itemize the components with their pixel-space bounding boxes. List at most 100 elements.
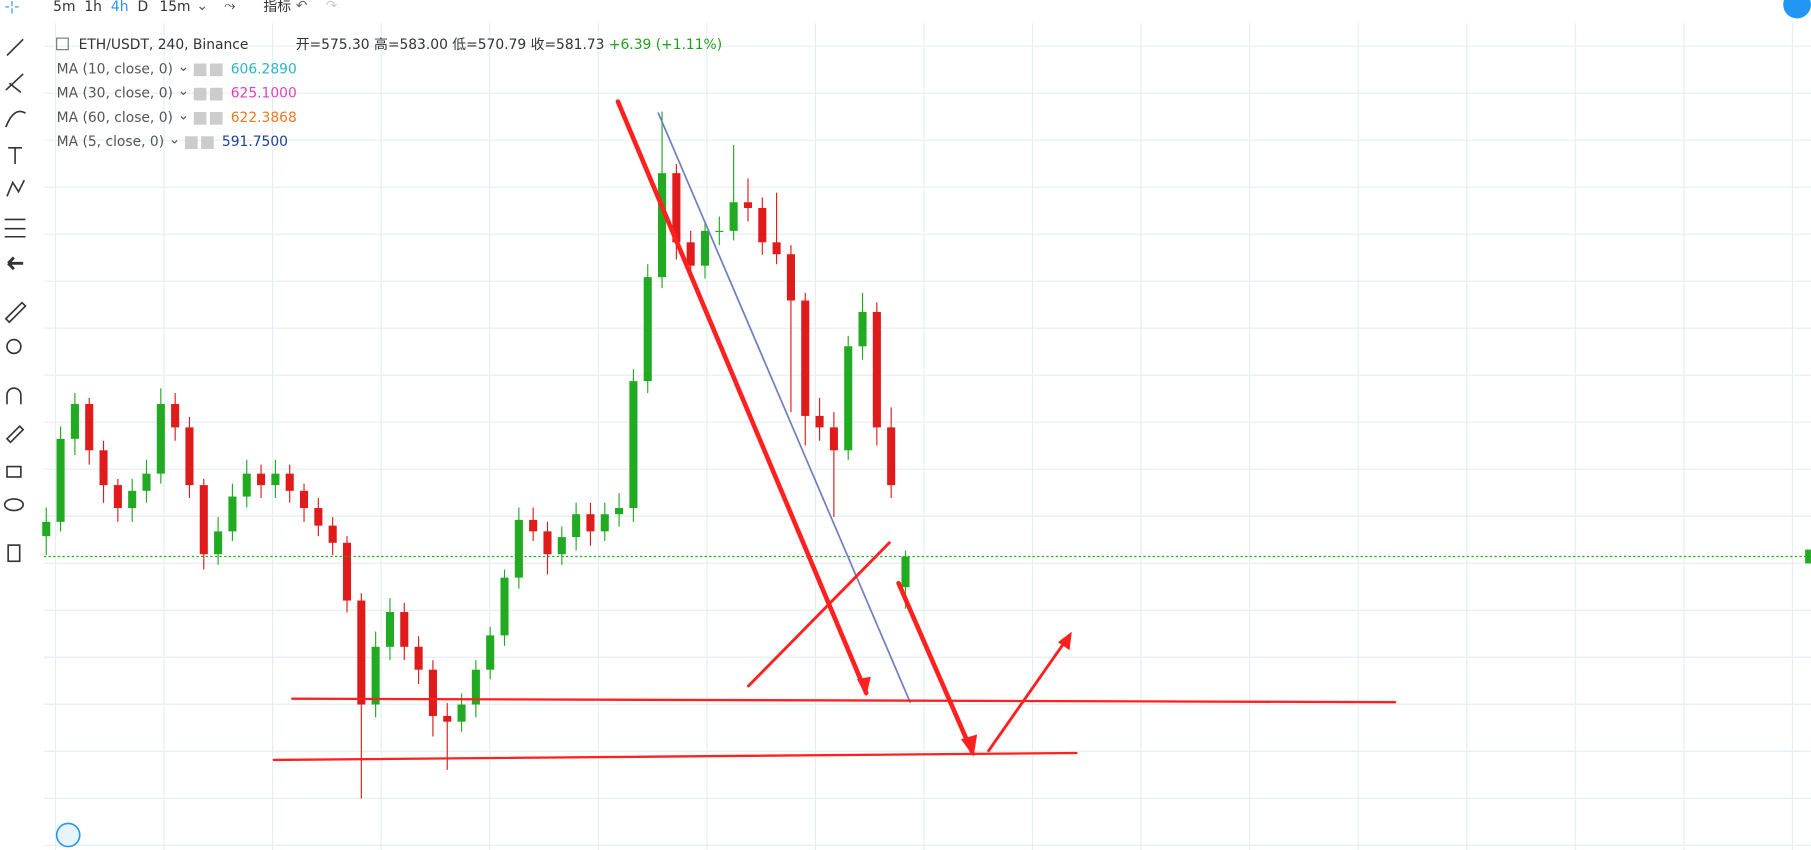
candle-body <box>686 242 695 266</box>
crosshair-icon[interactable]: -¦- <box>5 0 20 15</box>
interval-button[interactable]: D <box>137 0 148 15</box>
ma-name[interactable]: MA (60, close, 0) <box>57 110 173 126</box>
candle-body <box>414 646 423 670</box>
delete-tool[interactable] <box>7 544 21 563</box>
support-line <box>272 751 1078 762</box>
candle-body <box>801 300 810 416</box>
dropdown-icon[interactable]: ⌄ <box>169 132 181 148</box>
open: 开=575.30 <box>296 37 370 53</box>
settings-icon[interactable] <box>193 63 207 77</box>
candle-body <box>314 507 323 526</box>
avatar[interactable] <box>1783 0 1811 19</box>
remove-icon[interactable] <box>209 112 223 125</box>
ma-value: 622.3868 <box>231 110 297 126</box>
arrow-head <box>1057 631 1072 651</box>
candle-body <box>357 600 366 705</box>
lock-draw-tool[interactable] <box>5 425 25 444</box>
collapse-icon[interactable] <box>56 37 69 51</box>
fib-tool[interactable] <box>5 73 24 94</box>
candle-body <box>199 485 208 555</box>
candle-body <box>557 537 566 555</box>
candle-body <box>700 230 710 266</box>
remove-icon[interactable] <box>201 136 214 149</box>
remove-icon[interactable] <box>209 87 223 101</box>
candle-body <box>85 404 94 451</box>
candle-body <box>299 490 309 508</box>
candle-body <box>786 254 795 301</box>
candle-body <box>872 311 881 428</box>
dropdown-icon[interactable]: ⌄ <box>178 59 190 75</box>
candle-body <box>185 427 194 486</box>
back-tool[interactable] <box>7 256 24 271</box>
ohlc: 开=575.30 高=583.00 低=570.79 收=581.73 +6.3… <box>296 36 722 53</box>
grid <box>43 23 1811 850</box>
candle-body <box>128 490 137 508</box>
ma-name[interactable]: MA (10, close, 0) <box>57 61 173 77</box>
candle-body <box>758 207 767 243</box>
interval-button[interactable]: 1h <box>84 0 102 15</box>
redo-button[interactable]: ↷ <box>326 0 338 14</box>
candle-body <box>543 531 552 555</box>
trend-line <box>657 112 911 704</box>
settings-icon[interactable] <box>184 136 198 149</box>
candle-body <box>529 519 538 532</box>
candle-body <box>572 514 581 538</box>
candle-body <box>471 669 480 705</box>
candle-body <box>600 514 609 532</box>
candle-body <box>615 507 624 515</box>
candle-body <box>214 531 223 555</box>
candle-body <box>385 611 394 647</box>
visibility-tool[interactable] <box>3 498 24 512</box>
dropdown-icon[interactable]: ⌄ <box>178 107 190 123</box>
candle-body <box>171 404 180 428</box>
candle-body <box>328 525 337 543</box>
drawings <box>272 99 1397 762</box>
zoom-tool[interactable] <box>6 338 22 355</box>
ma-name[interactable]: MA (30, close, 0) <box>57 86 173 102</box>
dropdown-icon[interactable]: ⌄ <box>178 83 190 99</box>
interval-button[interactable]: 4h <box>111 0 129 15</box>
candles <box>42 111 1811 799</box>
candle-body <box>858 311 867 347</box>
undo-button[interactable]: ↶ <box>296 0 308 14</box>
logo[interactable] <box>55 822 81 848</box>
indicators-button[interactable]: 指标 <box>263 0 291 15</box>
pattern-tool[interactable] <box>6 179 26 197</box>
prediction-tool[interactable] <box>4 218 26 238</box>
text-tool[interactable] <box>8 147 23 164</box>
remove-icon[interactable] <box>209 63 223 77</box>
candle-body <box>815 415 824 428</box>
candle-body <box>887 427 896 486</box>
settings-icon[interactable] <box>193 87 207 101</box>
interval-button[interactable]: 15m <box>159 0 190 15</box>
brush-tool[interactable] <box>5 110 26 128</box>
ma-name[interactable]: MA (5, close, 0) <box>57 134 165 150</box>
candle-body <box>400 611 409 647</box>
candle-body <box>643 277 652 382</box>
candle-body <box>500 577 509 636</box>
candle-body <box>743 202 753 208</box>
candle-body <box>56 438 65 522</box>
candle-body <box>829 427 838 451</box>
candle-body <box>486 635 495 670</box>
measure-tool[interactable] <box>4 301 27 324</box>
symbol[interactable]: ETH/USDT, 240, Binance <box>79 37 249 53</box>
dropdown-icon[interactable]: ⌄ <box>196 0 208 14</box>
candle-body <box>443 715 452 722</box>
ma-value: 591.7500 <box>222 134 288 150</box>
last-price-marker <box>1805 549 1811 564</box>
candle-body <box>428 669 437 716</box>
candle-body <box>729 202 738 231</box>
legend: ETH/USDT, 240, Binance 开=575.30 高=583.00… <box>56 36 722 150</box>
indicator-icon: ⤳ <box>224 0 235 14</box>
lock-tool[interactable] <box>6 465 22 478</box>
settings-icon[interactable] <box>193 112 207 125</box>
candle-body <box>342 542 352 601</box>
line-tool[interactable] <box>6 38 24 57</box>
interval-button[interactable]: 5m <box>53 0 75 15</box>
candle-body <box>257 473 266 486</box>
ma-value: 625.1000 <box>231 86 297 102</box>
magnet-tool[interactable] <box>6 387 22 405</box>
ma-value: 606.2890 <box>231 61 297 77</box>
